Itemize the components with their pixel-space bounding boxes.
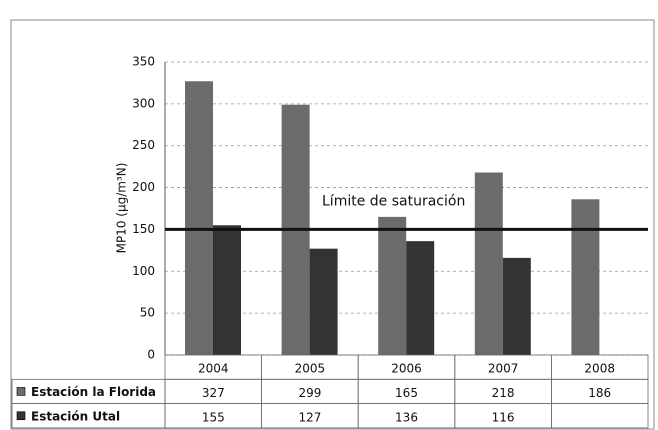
y-tick-label: 350 [132, 55, 155, 69]
y-tick-label: 50 [140, 306, 155, 320]
table-value: 299 [298, 386, 321, 400]
bar [309, 248, 338, 355]
legend-swatch [16, 387, 26, 396]
bar [571, 199, 600, 355]
y-axis-label: MP10 (μg/m³N) [115, 163, 129, 254]
y-tick-label: 200 [132, 180, 155, 194]
table-value: 327 [202, 386, 225, 400]
x-tick-label: 2004 [198, 362, 229, 376]
legend-label: Estación la Florida [31, 385, 156, 399]
table-value: 186 [588, 386, 611, 400]
table-cell [551, 403, 649, 429]
y-tick-label: 100 [132, 264, 155, 278]
table-value: 165 [395, 386, 418, 400]
y-tick-label: 300 [132, 96, 155, 110]
table-value: 218 [492, 386, 515, 400]
table-cell [11, 403, 166, 429]
legend-swatch [16, 411, 26, 421]
x-tick-label: 2007 [488, 362, 519, 376]
bar [474, 172, 503, 355]
table-value: 136 [395, 410, 418, 424]
bar [406, 241, 435, 355]
y-tick-label: 0 [147, 348, 155, 362]
bar [213, 225, 241, 355]
reference-label: Límite de saturación [322, 193, 465, 209]
x-tick-label: 2005 [295, 362, 326, 376]
chart-frame [10, 19, 655, 430]
table-value: 116 [492, 410, 515, 424]
x-tick-label: 2008 [584, 362, 615, 376]
legend-label: Estación Utal [31, 409, 120, 423]
x-tick-label: 2006 [391, 362, 422, 376]
y-tick-label: 150 [132, 222, 155, 236]
bar [185, 81, 213, 356]
bar [378, 216, 407, 355]
table-value: 155 [202, 410, 225, 424]
y-tick-label: 250 [132, 138, 155, 152]
bar [502, 257, 531, 355]
table-value: 127 [298, 410, 321, 424]
